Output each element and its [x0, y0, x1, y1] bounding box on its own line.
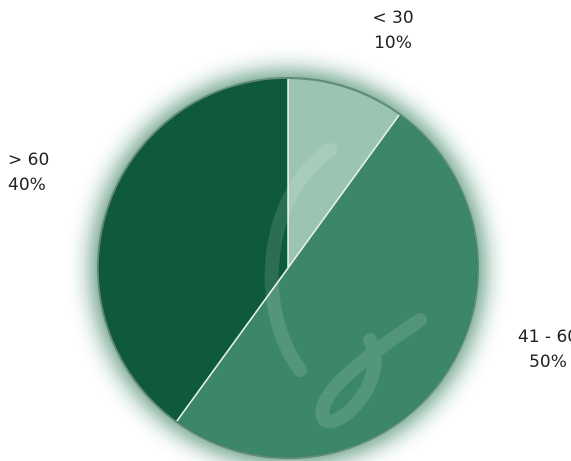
labels: < 30 10% 41 - 60 50% > 60 40%	[8, 8, 571, 372]
slice-value-label: 50%	[529, 352, 567, 372]
slice-value-label: 40%	[8, 175, 46, 195]
slice-value-label: 10%	[374, 33, 412, 53]
pie	[97, 77, 479, 459]
slice-category-label: > 60	[8, 150, 49, 170]
pie-rim	[97, 77, 479, 459]
slice-category-label: 41 - 60	[518, 327, 571, 347]
slice-category-label: < 30	[372, 8, 413, 28]
watermark	[264, 143, 427, 429]
